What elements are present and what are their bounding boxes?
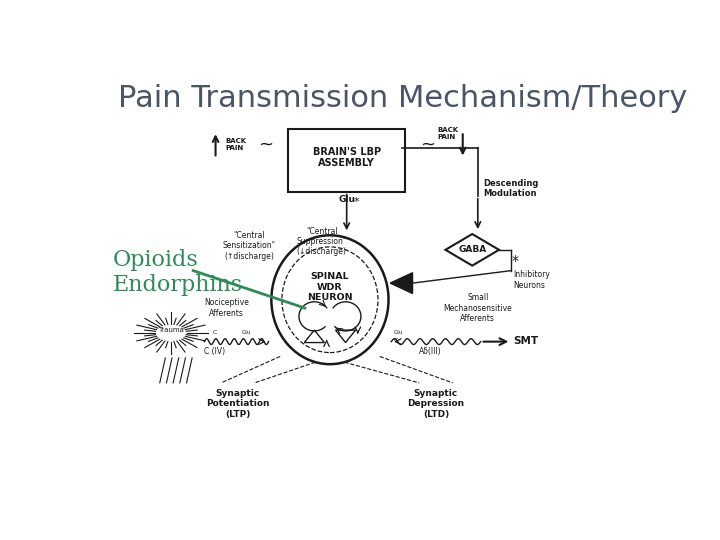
Text: SMT: SMT bbox=[513, 336, 538, 346]
Ellipse shape bbox=[271, 235, 389, 364]
Text: BACK
PAIN: BACK PAIN bbox=[225, 138, 247, 151]
Text: Descending
Modulation: Descending Modulation bbox=[483, 179, 539, 198]
Text: Synaptic
Depression
(LTD): Synaptic Depression (LTD) bbox=[408, 389, 464, 419]
Text: Nociceptive
Afferents: Nociceptive Afferents bbox=[204, 298, 249, 318]
Text: Inhibitory
Neurons: Inhibitory Neurons bbox=[513, 270, 550, 289]
Text: GABA: GABA bbox=[458, 245, 486, 254]
Polygon shape bbox=[390, 273, 413, 294]
Text: "Central
Suppression"
(↓discharge): "Central Suppression" (↓discharge) bbox=[297, 227, 347, 256]
Text: *: * bbox=[354, 197, 359, 207]
Text: C: C bbox=[213, 330, 217, 335]
Text: BACK
PAIN: BACK PAIN bbox=[438, 127, 459, 140]
Text: SPINAL
WDR
NEURON: SPINAL WDR NEURON bbox=[307, 272, 353, 302]
Text: Small
Mechanosensitive
Afferents: Small Mechanosensitive Afferents bbox=[444, 293, 512, 323]
Text: Trauma: Trauma bbox=[158, 327, 184, 333]
Text: Opioids
Endorphins: Opioids Endorphins bbox=[112, 249, 243, 296]
Text: ~: ~ bbox=[420, 136, 435, 154]
Text: Glu: Glu bbox=[338, 194, 355, 204]
Text: "Central
Sensitization"
(↑discharge): "Central Sensitization" (↑discharge) bbox=[222, 231, 276, 261]
Polygon shape bbox=[446, 234, 499, 266]
Text: C (IV): C (IV) bbox=[204, 347, 225, 356]
Text: C: C bbox=[394, 338, 398, 343]
Text: *: * bbox=[512, 254, 519, 268]
Text: BRAIN'S LBP
ASSEMBLY: BRAIN'S LBP ASSEMBLY bbox=[312, 147, 381, 168]
Text: Synaptic
Potentiation
(LTP): Synaptic Potentiation (LTP) bbox=[206, 389, 269, 419]
Text: Pain Transmission Mechanism/Theory: Pain Transmission Mechanism/Theory bbox=[118, 84, 688, 112]
Text: Aδ(III): Aδ(III) bbox=[419, 347, 441, 356]
Text: Glu: Glu bbox=[242, 330, 251, 335]
Text: ~: ~ bbox=[258, 136, 274, 154]
Text: Glu: Glu bbox=[394, 330, 403, 335]
FancyBboxPatch shape bbox=[288, 129, 405, 192]
